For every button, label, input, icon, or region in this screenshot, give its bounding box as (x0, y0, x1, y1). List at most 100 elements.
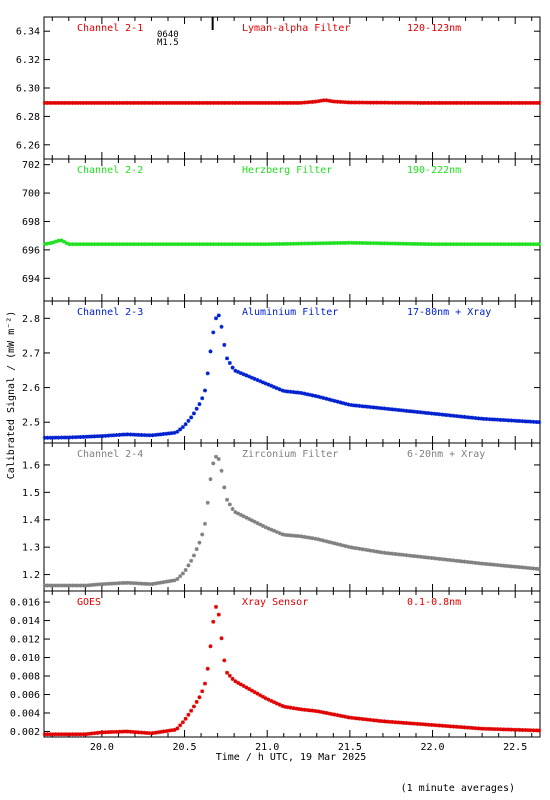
data-point (445, 242, 450, 247)
y-tick-label: 2.8 (22, 314, 40, 325)
data-point (396, 241, 401, 246)
data-point (98, 434, 103, 439)
data-point (327, 540, 332, 545)
data-point (48, 732, 53, 737)
data-point (288, 705, 293, 710)
data-point (401, 552, 406, 557)
data-point (426, 555, 431, 560)
data-point (387, 551, 392, 556)
data-point (294, 533, 299, 538)
data-point (484, 242, 489, 247)
data-point (103, 730, 108, 735)
data-point (167, 100, 172, 105)
data-point (495, 727, 500, 732)
data-point (280, 100, 285, 105)
data-point (244, 100, 249, 105)
data-point (321, 710, 326, 715)
y-tick-label: 1.2 (22, 570, 40, 581)
data-point (537, 566, 542, 571)
data-point (92, 242, 97, 247)
data-point (498, 242, 503, 247)
data-series (42, 98, 542, 105)
data-point (360, 547, 365, 552)
filter-label: Aluminium Filter (242, 307, 338, 318)
data-point (87, 242, 92, 247)
data-point (109, 433, 114, 438)
data-point (299, 534, 304, 539)
data-point (296, 100, 301, 105)
data-point (62, 100, 67, 105)
data-point (357, 403, 362, 408)
data-point (376, 718, 381, 723)
data-point (42, 732, 47, 737)
data-point (299, 241, 304, 246)
data-series (42, 454, 542, 588)
data-point (396, 720, 401, 725)
data-point (440, 242, 445, 247)
data-point (412, 100, 417, 105)
data-point (142, 581, 147, 586)
data-point (470, 100, 475, 105)
data-point (158, 432, 163, 437)
data-point (401, 100, 406, 105)
data-point (423, 555, 428, 560)
data-point (122, 100, 127, 105)
data-point (310, 99, 315, 104)
data-point (451, 100, 456, 105)
data-point (156, 242, 161, 247)
data-point (432, 242, 437, 247)
data-point (506, 100, 511, 105)
data-point (490, 727, 495, 732)
data-point (341, 401, 346, 406)
data-point (70, 242, 75, 247)
data-point (296, 707, 301, 712)
panel-3: 2.5 2.6 2.7 2.8 Channel 2-3 Aluminium Filter 1… (22, 300, 542, 444)
data-point (523, 419, 528, 424)
data-point (283, 704, 288, 709)
data-point (191, 100, 196, 105)
data-point (183, 242, 188, 247)
data-point (87, 100, 92, 105)
data-point (81, 434, 86, 439)
y-tick-label: 0.014 (10, 616, 40, 627)
data-point (219, 636, 224, 641)
data-point (324, 396, 329, 401)
data-point (269, 527, 274, 532)
channel-label: Channel 2-3 (77, 307, 143, 318)
data-point (343, 544, 348, 549)
data-point (84, 242, 89, 247)
data-point (81, 583, 86, 588)
data-point (476, 242, 481, 247)
data-point (526, 728, 531, 733)
panel-2: 694 696 698 700 702 Channel 2-2 Herzberg Filte… (22, 158, 542, 302)
data-point (520, 419, 525, 424)
data-point (133, 242, 138, 247)
data-point (448, 413, 453, 418)
data-point (73, 435, 78, 440)
data-point (136, 242, 141, 247)
data-point (214, 100, 219, 105)
data-point (468, 415, 473, 420)
data-point (81, 100, 86, 105)
data-point (87, 434, 92, 439)
data-point (122, 729, 127, 734)
data-point (316, 99, 321, 104)
data-point (214, 242, 219, 247)
data-point (456, 414, 461, 419)
data-point (117, 100, 122, 105)
data-point (227, 502, 232, 507)
data-point (393, 100, 398, 105)
data-point (487, 726, 492, 731)
data-point (131, 242, 136, 247)
data-point (307, 241, 312, 246)
data-point (302, 100, 307, 105)
data-point (114, 100, 119, 105)
data-point (285, 705, 290, 710)
data-point (385, 100, 390, 105)
data-point (357, 100, 362, 105)
y-tick-label: 696 (22, 245, 40, 256)
data-point (194, 547, 199, 552)
data-point (89, 731, 94, 736)
data-point (249, 242, 254, 247)
data-point (67, 435, 72, 440)
